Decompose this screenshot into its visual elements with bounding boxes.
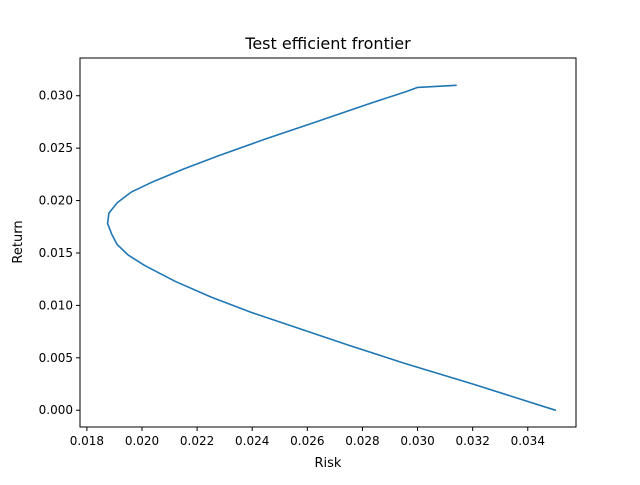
x-axis: 0.018 0.020 0.022 0.024 0.026 0.028 0.030 0.032…	[70, 427, 545, 448]
y-tick-label: 0.030	[39, 89, 73, 103]
x-tick-label: 0.030	[400, 434, 434, 448]
axes-frame	[79, 57, 577, 428]
y-axis: 0.000 0.005 0.010 0.015 0.020 0.025 0.030	[39, 89, 80, 417]
y-tick-label: 0.005	[39, 351, 73, 365]
series-layer	[106, 84, 557, 412]
chart-title: Test efficient frontier	[244, 34, 411, 53]
y-tick-label: 0.010	[39, 298, 73, 312]
x-tick-label: 0.020	[125, 434, 159, 448]
plot-area	[79, 57, 577, 428]
x-axis-label: Risk	[315, 456, 342, 471]
y-tick-label: 0.000	[39, 403, 73, 417]
series-line	[106, 84, 557, 412]
x-tick-label: 0.022	[180, 434, 214, 448]
x-tick-label: 0.034	[511, 434, 545, 448]
y-axis-label: Return	[11, 220, 26, 263]
x-tick-label: 0.026	[290, 434, 324, 448]
x-tick-label: 0.028	[345, 434, 379, 448]
y-tick-label: 0.015	[39, 246, 73, 260]
x-tick-label: 0.032	[455, 434, 489, 448]
y-tick-label: 0.025	[39, 141, 73, 155]
x-tick-label: 0.018	[70, 434, 104, 448]
y-tick-label: 0.020	[39, 194, 73, 208]
x-tick-label: 0.024	[235, 434, 269, 448]
